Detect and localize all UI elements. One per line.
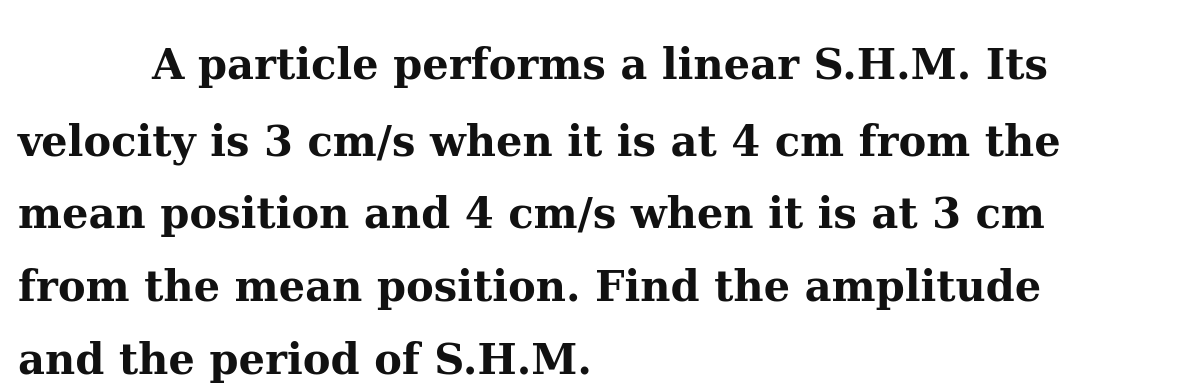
Text: velocity is 3 cm/s when it is at 4 cm from the: velocity is 3 cm/s when it is at 4 cm fr… bbox=[18, 123, 1062, 165]
Text: and the period of S.H.M.: and the period of S.H.M. bbox=[18, 341, 592, 383]
Text: mean position and 4 cm/s when it is at 3 cm: mean position and 4 cm/s when it is at 3… bbox=[18, 195, 1045, 237]
Text: A particle performs a linear S.H.M. Its: A particle performs a linear S.H.M. Its bbox=[151, 46, 1049, 88]
Text: from the mean position. Find the amplitude: from the mean position. Find the amplitu… bbox=[18, 268, 1042, 310]
